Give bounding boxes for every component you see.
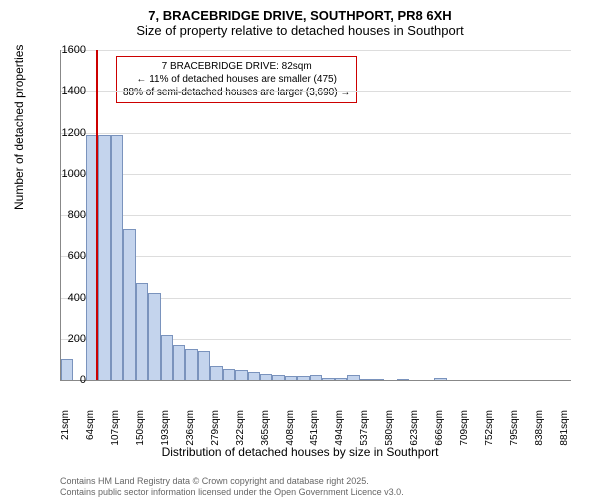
x-tick-label: 408sqm	[285, 410, 296, 450]
y-tick-label: 1400	[46, 85, 86, 97]
histogram-bar	[136, 283, 148, 380]
y-tick-label: 600	[46, 250, 86, 262]
gridline	[61, 256, 571, 257]
histogram-bar	[161, 335, 173, 380]
y-tick-label: 1200	[46, 127, 86, 139]
histogram-bar	[111, 135, 123, 380]
x-tick-label: 64sqm	[85, 410, 96, 450]
chart-subtitle: Size of property relative to detached ho…	[0, 23, 600, 42]
plot-area: 7 BRACEBRIDGE DRIVE: 82sqm ← 11% of deta…	[60, 50, 571, 381]
y-axis-label: Number of detached properties	[12, 45, 26, 210]
x-tick-label: 580sqm	[384, 410, 395, 450]
histogram-bar	[210, 366, 222, 380]
histogram-bar	[173, 345, 185, 380]
footer-line-1: Contains HM Land Registry data © Crown c…	[60, 476, 404, 487]
y-tick-label: 400	[46, 292, 86, 304]
x-tick-label: 881sqm	[559, 410, 570, 450]
gridline	[61, 133, 571, 134]
y-tick-label: 1000	[46, 168, 86, 180]
x-tick-label: 451sqm	[309, 410, 320, 450]
x-tick-label: 623sqm	[409, 410, 420, 450]
histogram-bar	[335, 378, 347, 380]
histogram-bar	[322, 378, 334, 380]
x-tick-label: 795sqm	[509, 410, 520, 450]
x-tick-label: 365sqm	[260, 410, 271, 450]
y-tick-label: 800	[46, 209, 86, 221]
histogram-bar	[123, 229, 135, 380]
x-tick-label: 537sqm	[359, 410, 370, 450]
histogram-bar	[198, 351, 210, 380]
footer-line-2: Contains public sector information licen…	[60, 487, 404, 498]
histogram-bar	[434, 378, 446, 380]
chart-container: 7, BRACEBRIDGE DRIVE, SOUTHPORT, PR8 6XH…	[0, 0, 600, 500]
histogram-bar	[260, 374, 272, 380]
x-tick-label: 666sqm	[434, 410, 445, 450]
y-tick-label: 200	[46, 333, 86, 345]
histogram-bar	[248, 372, 260, 380]
x-tick-label: 838sqm	[534, 410, 545, 450]
histogram-bar	[397, 379, 409, 380]
histogram-bar	[360, 379, 372, 380]
x-tick-label: 752sqm	[484, 410, 495, 450]
y-tick-label: 0	[46, 374, 86, 386]
gridline	[61, 91, 571, 92]
marker-line	[96, 50, 98, 380]
x-tick-label: 709sqm	[459, 410, 470, 450]
info-box: 7 BRACEBRIDGE DRIVE: 82sqm ← 11% of deta…	[116, 56, 357, 103]
histogram-bar	[310, 375, 322, 380]
histogram-bar	[235, 370, 247, 380]
histogram-bar	[185, 349, 197, 380]
gridline	[61, 215, 571, 216]
x-tick-label: 494sqm	[334, 410, 345, 450]
x-tick-label: 150sqm	[135, 410, 146, 450]
histogram-bar	[272, 375, 284, 380]
histogram-bar	[285, 376, 297, 380]
footer-text: Contains HM Land Registry data © Crown c…	[60, 476, 404, 498]
histogram-bar	[347, 375, 359, 380]
info-line-1: 7 BRACEBRIDGE DRIVE: 82sqm	[123, 60, 350, 73]
info-line-2: ← 11% of detached houses are smaller (47…	[123, 73, 350, 86]
histogram-bar	[148, 293, 160, 380]
histogram-bar	[372, 379, 384, 380]
y-tick-label: 1600	[46, 44, 86, 56]
gridline	[61, 174, 571, 175]
histogram-bar	[223, 369, 235, 380]
x-tick-label: 193sqm	[160, 410, 171, 450]
histogram-bar	[297, 376, 309, 380]
gridline	[61, 50, 571, 51]
chart-title: 7, BRACEBRIDGE DRIVE, SOUTHPORT, PR8 6XH	[0, 0, 600, 23]
histogram-bar	[98, 135, 110, 380]
x-tick-label: 236sqm	[185, 410, 196, 450]
info-line-3: 88% of semi-detached houses are larger (…	[123, 86, 350, 99]
x-tick-label: 107sqm	[110, 410, 121, 450]
x-tick-label: 279sqm	[210, 410, 221, 450]
x-tick-label: 21sqm	[60, 410, 71, 450]
x-tick-label: 322sqm	[235, 410, 246, 450]
